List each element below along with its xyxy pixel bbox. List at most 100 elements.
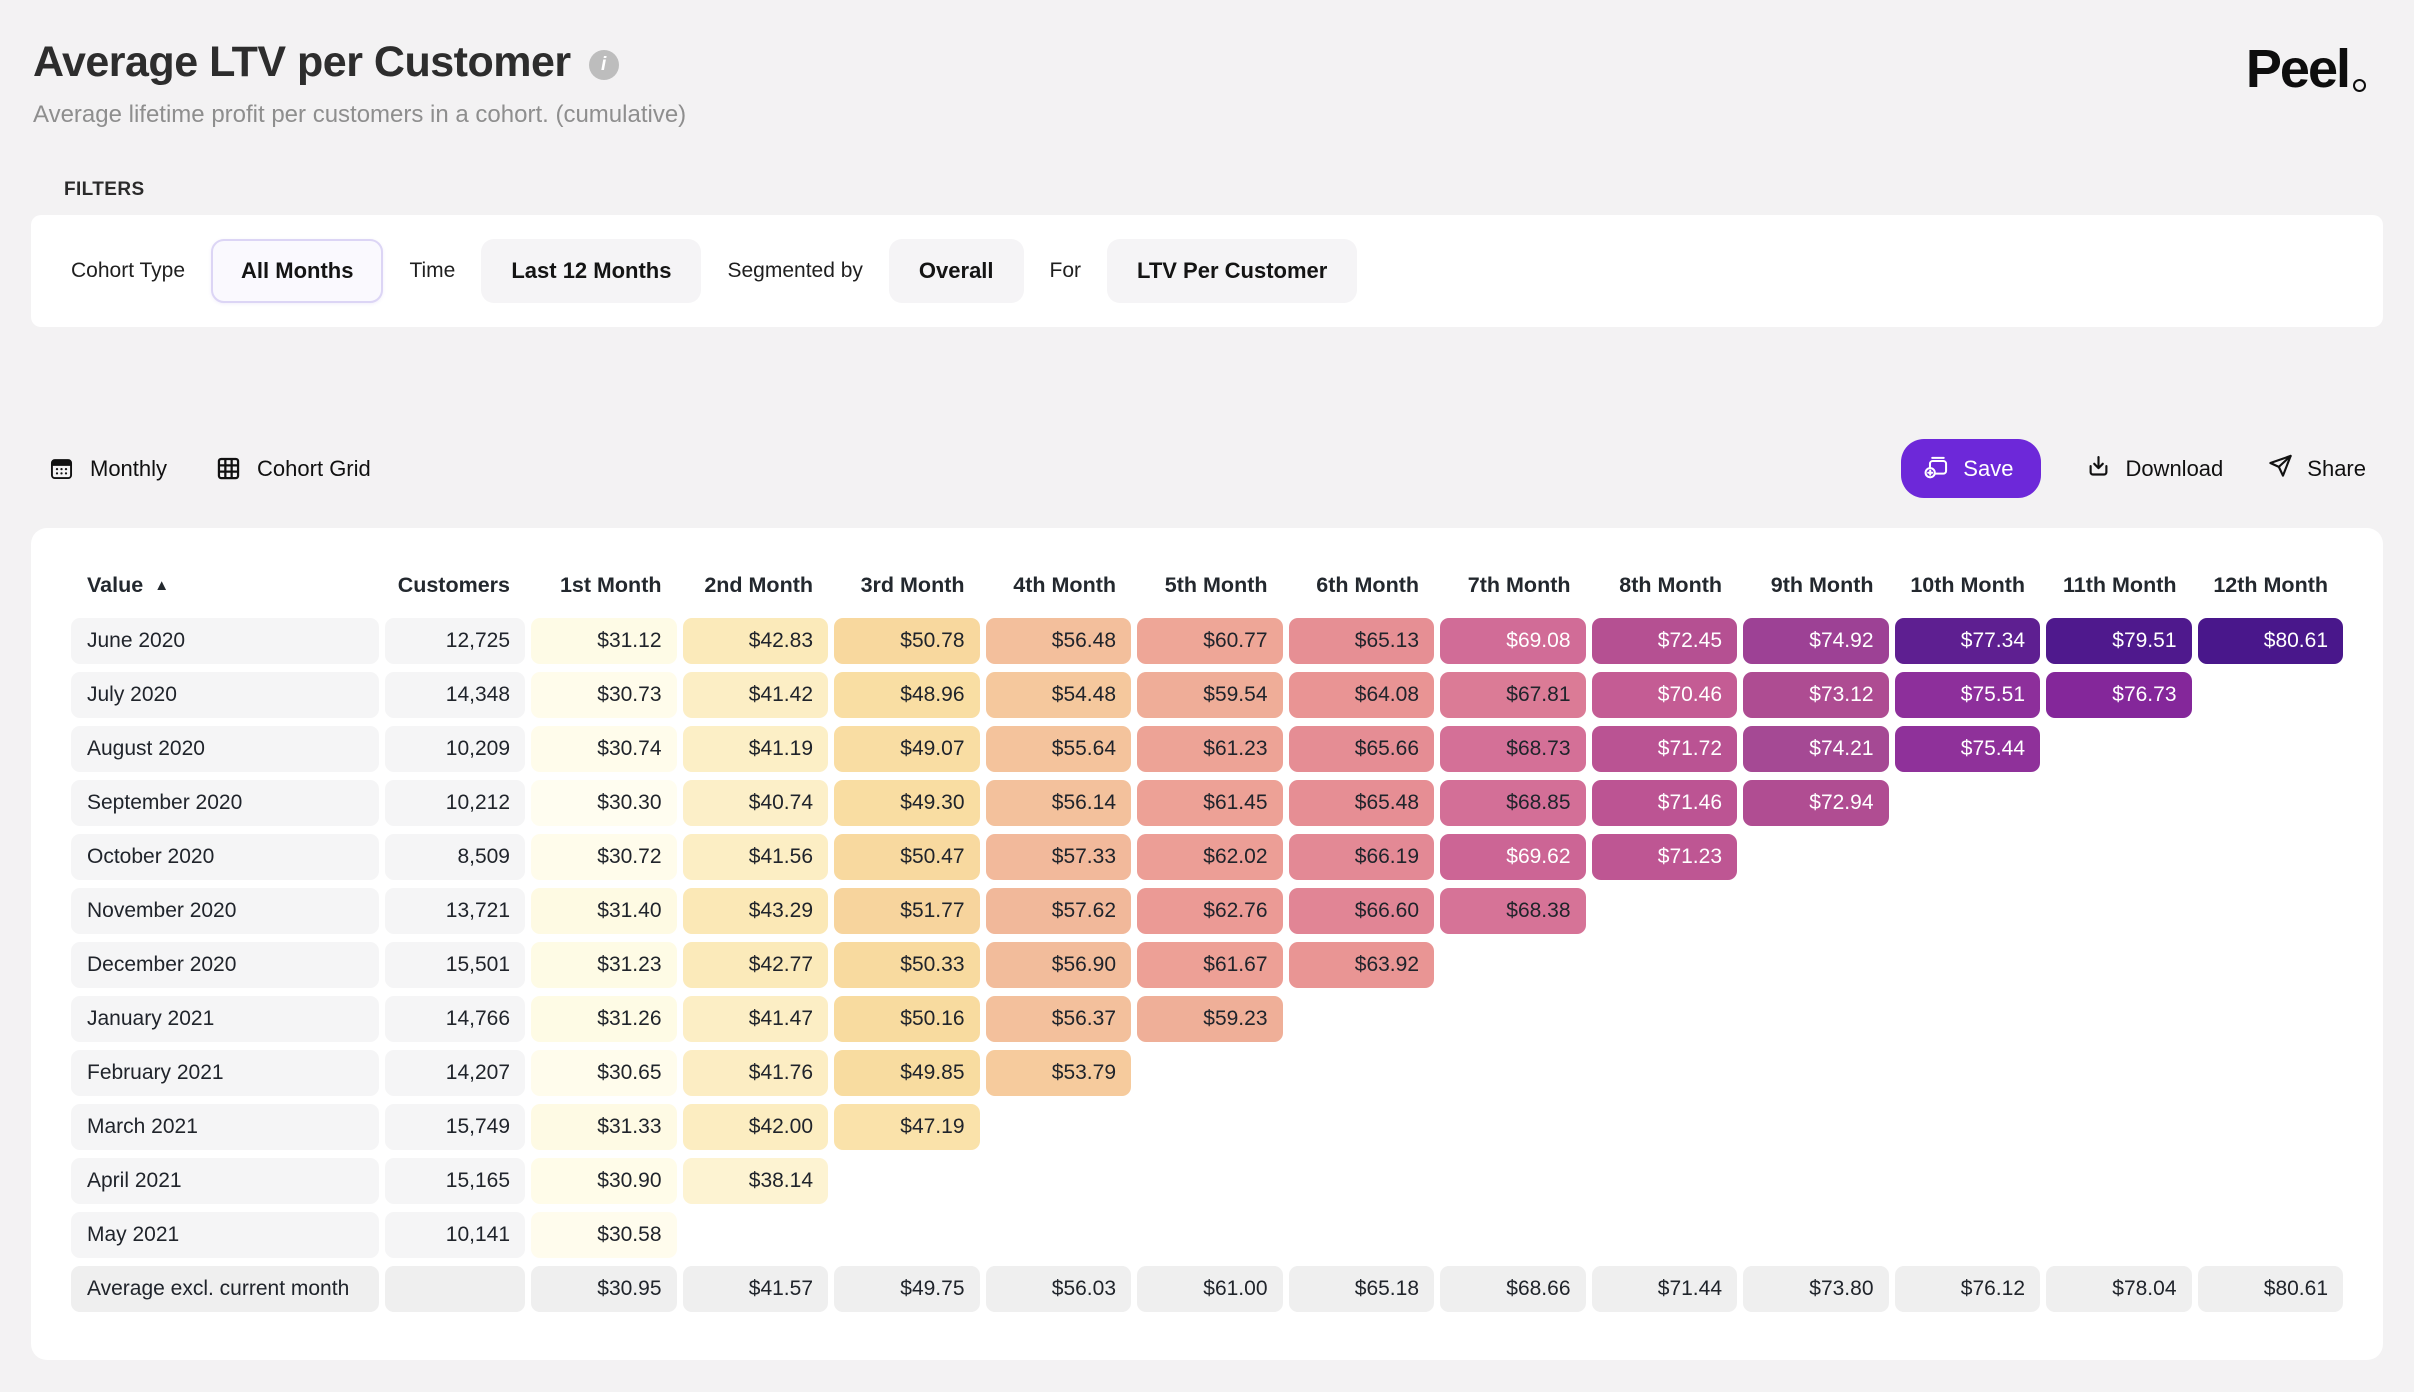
column-header[interactable]: 5th Month	[1137, 566, 1283, 604]
filter-cohort-type-dropdown[interactable]: All Months	[211, 239, 384, 303]
cohort-cell[interactable]: $31.26	[531, 996, 677, 1042]
cohort-cell[interactable]: $41.42	[682, 672, 828, 718]
cohort-cell[interactable]: $49.85	[834, 1050, 980, 1096]
save-button[interactable]: Save	[1901, 439, 2042, 498]
column-header[interactable]: 2nd Month	[683, 566, 829, 604]
cohort-cell[interactable]: $30.73	[531, 672, 677, 718]
cohort-cell[interactable]: $41.76	[682, 1050, 828, 1096]
cohort-cell[interactable]: $57.62	[985, 888, 1131, 934]
cohort-cell[interactable]: $30.58	[531, 1212, 677, 1258]
cohort-cell[interactable]: $41.19	[682, 726, 828, 772]
column-header[interactable]: 7th Month	[1440, 566, 1586, 604]
cohort-cell[interactable]: $59.23	[1137, 996, 1283, 1042]
cohort-cell[interactable]: $41.47	[682, 996, 828, 1042]
cohort-cell[interactable]: $42.83	[682, 618, 828, 664]
cohort-cell[interactable]: $56.14	[985, 780, 1131, 826]
cohort-cell[interactable]: $69.62	[1440, 834, 1586, 880]
cohort-cell[interactable]: $42.00	[682, 1104, 828, 1150]
cohort-cell[interactable]: $56.37	[985, 996, 1131, 1042]
cohort-cell[interactable]: $61.45	[1137, 780, 1283, 826]
cohort-cell[interactable]: $77.34	[1894, 618, 2040, 664]
column-header[interactable]: Value ▲	[71, 566, 379, 604]
cohort-cell[interactable]: $31.40	[531, 888, 677, 934]
column-header[interactable]: 11th Month	[2046, 566, 2192, 604]
column-header[interactable]: 12th Month	[2198, 566, 2344, 604]
cohort-cell[interactable]: $65.48	[1288, 780, 1434, 826]
cohort-cell[interactable]: $74.92	[1743, 618, 1889, 664]
column-header[interactable]: 10th Month	[1895, 566, 2041, 604]
cohort-cell[interactable]: $70.46	[1591, 672, 1737, 718]
column-header[interactable]: Customers	[385, 566, 525, 604]
cohort-cell[interactable]: $41.56	[682, 834, 828, 880]
cohort-cell[interactable]: $66.60	[1288, 888, 1434, 934]
cohort-cell[interactable]: $67.81	[1440, 672, 1586, 718]
cohort-cell[interactable]: $55.64	[985, 726, 1131, 772]
column-header[interactable]: 3rd Month	[834, 566, 980, 604]
cohort-cell[interactable]: $71.46	[1591, 780, 1737, 826]
cohort-cell[interactable]: $49.07	[834, 726, 980, 772]
cohort-cell[interactable]: $62.02	[1137, 834, 1283, 880]
cohort-cell[interactable]: $31.33	[531, 1104, 677, 1150]
cohort-cell[interactable]: $68.85	[1440, 780, 1586, 826]
download-button[interactable]: Download	[2085, 452, 2223, 485]
cohort-cell[interactable]: $74.21	[1743, 726, 1889, 772]
column-header[interactable]: 8th Month	[1592, 566, 1738, 604]
cohort-cell[interactable]: $48.96	[834, 672, 980, 718]
cohort-cell[interactable]: $65.13	[1288, 618, 1434, 664]
cohort-cell[interactable]: $30.65	[531, 1050, 677, 1096]
cohort-cell[interactable]: $30.72	[531, 834, 677, 880]
cohort-cell[interactable]: $60.77	[1137, 618, 1283, 664]
cohort-cell[interactable]: $65.66	[1288, 726, 1434, 772]
cohort-cell[interactable]: $72.45	[1591, 618, 1737, 664]
cohort-cell[interactable]: $30.74	[531, 726, 677, 772]
cohort-cell[interactable]: $30.30	[531, 780, 677, 826]
filter-time-dropdown[interactable]: Last 12 Months	[481, 239, 702, 303]
info-icon[interactable]: i	[588, 49, 619, 80]
cohort-cell[interactable]: $61.67	[1137, 942, 1283, 988]
cohort-cell[interactable]: $71.23	[1591, 834, 1737, 880]
cohort-cell[interactable]: $50.78	[834, 618, 980, 664]
cohort-cell[interactable]: $80.61	[2197, 618, 2343, 664]
cohort-cell[interactable]: $79.51	[2046, 618, 2192, 664]
cohort-cell[interactable]: $68.73	[1440, 726, 1586, 772]
cohort-cell[interactable]: $50.16	[834, 996, 980, 1042]
cohort-cell[interactable]: $57.33	[985, 834, 1131, 880]
cohort-cell[interactable]: $68.38	[1440, 888, 1586, 934]
cohort-cell[interactable]: $51.77	[834, 888, 980, 934]
cohort-cell[interactable]: $71.72	[1591, 726, 1737, 772]
cohort-cell[interactable]: $40.74	[682, 780, 828, 826]
cohort-cell[interactable]: $73.12	[1743, 672, 1889, 718]
cohort-cell[interactable]: $43.29	[682, 888, 828, 934]
cohort-cell[interactable]: $42.77	[682, 942, 828, 988]
cohort-cell[interactable]: $66.19	[1288, 834, 1434, 880]
column-header[interactable]: 9th Month	[1743, 566, 1889, 604]
cohort-cell[interactable]: $54.48	[985, 672, 1131, 718]
column-header[interactable]: 4th Month	[986, 566, 1132, 604]
cohort-cell[interactable]: $61.23	[1137, 726, 1283, 772]
cohort-cell[interactable]: $38.14	[682, 1158, 828, 1204]
cohort-cell[interactable]: $56.90	[985, 942, 1131, 988]
cohort-cell[interactable]: $50.47	[834, 834, 980, 880]
filter-segmented-by-dropdown[interactable]: Overall	[888, 239, 1024, 303]
cohort-cell[interactable]: $64.08	[1288, 672, 1434, 718]
cohort-cell[interactable]: $75.51	[1894, 672, 2040, 718]
column-header[interactable]: 1st Month	[531, 566, 677, 604]
cohort-cell[interactable]: $76.73	[2046, 672, 2192, 718]
cohort-cell[interactable]: $63.92	[1288, 942, 1434, 988]
filter-metric-dropdown[interactable]: LTV Per Customer	[1107, 239, 1358, 303]
cohort-cell[interactable]: $56.48	[985, 618, 1131, 664]
cohort-grid-view-button[interactable]: Cohort Grid	[215, 455, 371, 482]
share-button[interactable]: Share	[2267, 452, 2366, 485]
cohort-cell[interactable]: $75.44	[1894, 726, 2040, 772]
cohort-cell[interactable]: $62.76	[1137, 888, 1283, 934]
cohort-cell[interactable]: $69.08	[1440, 618, 1586, 664]
cohort-cell[interactable]: $47.19	[834, 1104, 980, 1150]
column-header[interactable]: 6th Month	[1289, 566, 1435, 604]
cohort-cell[interactable]: $72.94	[1743, 780, 1889, 826]
cohort-cell[interactable]: $50.33	[834, 942, 980, 988]
cohort-cell[interactable]: $53.79	[985, 1050, 1131, 1096]
cohort-cell[interactable]: $31.23	[531, 942, 677, 988]
monthly-view-button[interactable]: Monthly	[48, 455, 167, 482]
cohort-cell[interactable]: $49.30	[834, 780, 980, 826]
cohort-cell[interactable]: $59.54	[1137, 672, 1283, 718]
